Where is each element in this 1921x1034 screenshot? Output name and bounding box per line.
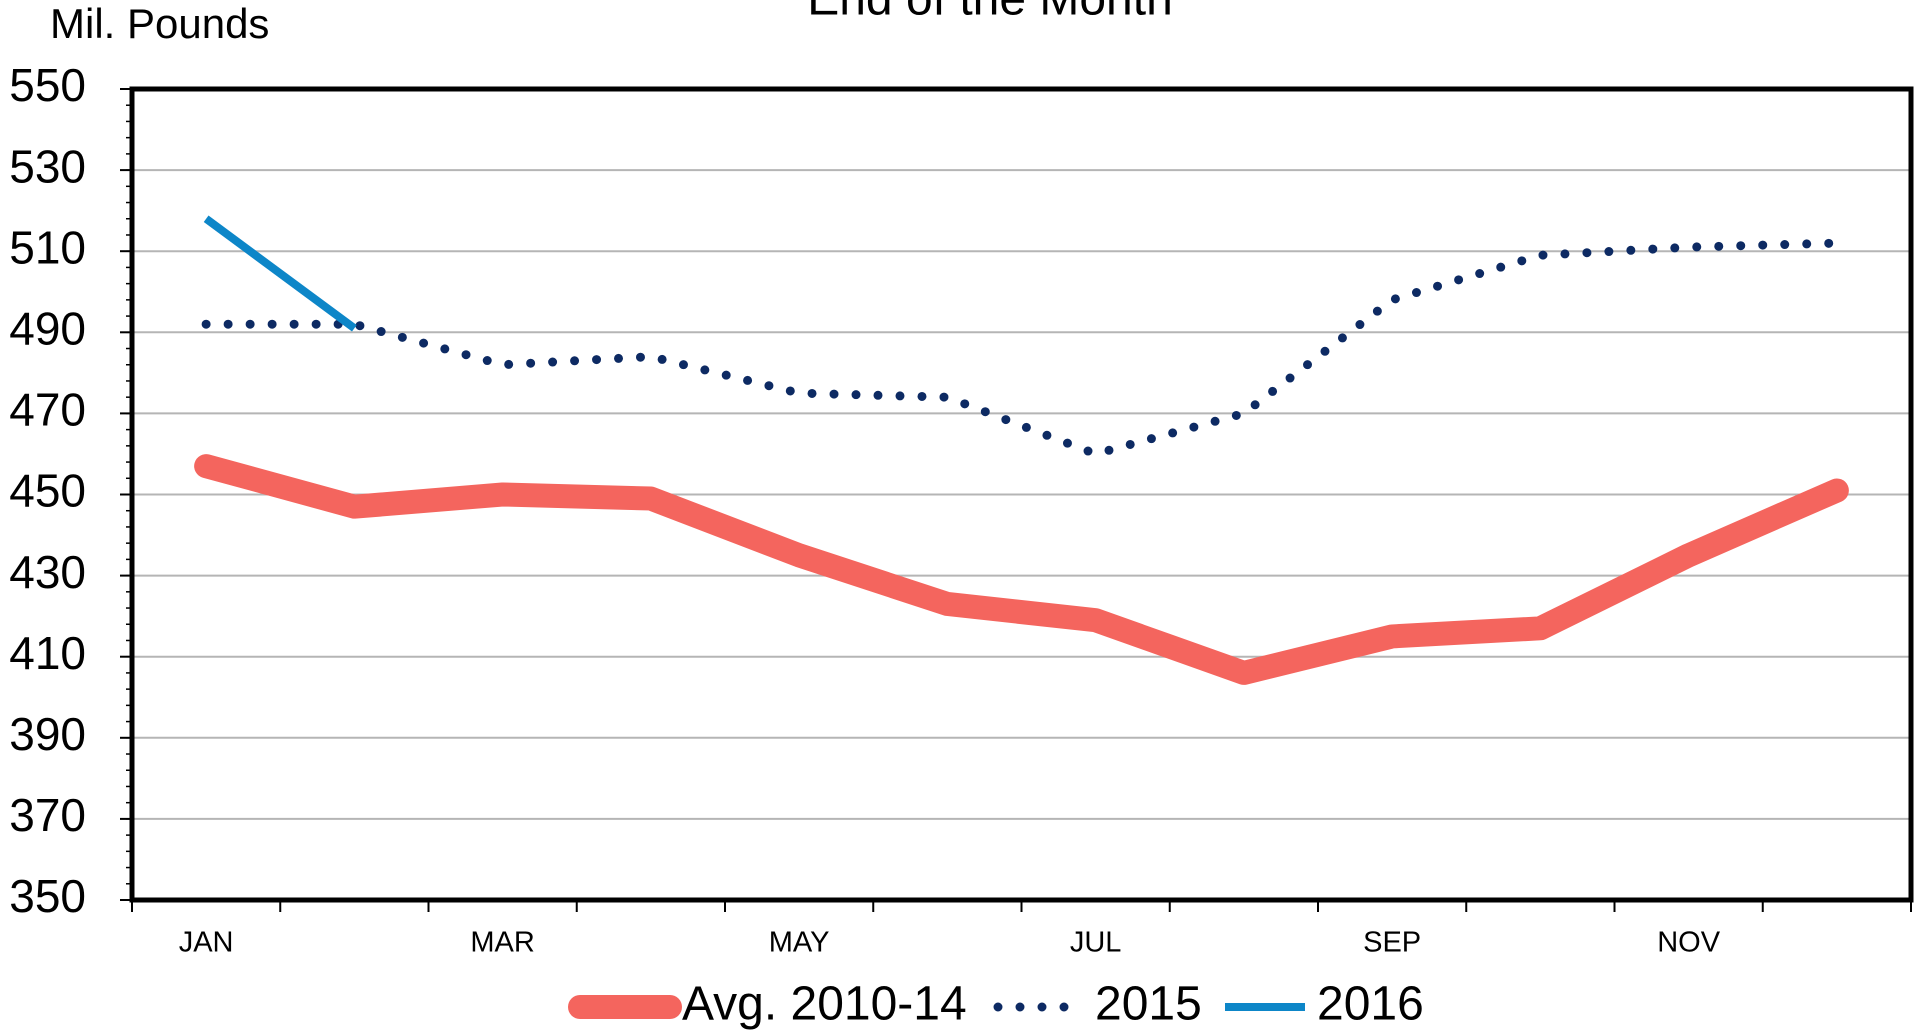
legend-label: 2016	[1317, 978, 1424, 1031]
plot-frame	[129, 86, 1914, 903]
y-tick-label: 430	[9, 546, 86, 598]
series-line	[194, 454, 1849, 685]
y-tick-label: 350	[9, 870, 86, 922]
x-tick-label: MAR	[470, 927, 534, 959]
y-tick-label: 370	[9, 789, 86, 841]
y-tick-label: 550	[9, 59, 86, 111]
x-tick-label: JAN	[179, 927, 234, 959]
y-tick-label: 390	[9, 708, 86, 760]
x-tick-label: JUL	[1070, 927, 1122, 959]
legend-label: Avg. 2010-14	[682, 978, 967, 1031]
y-axis-label: Mil. Pounds	[50, 0, 269, 47]
y-tick-label: 470	[9, 384, 86, 436]
y-tick-label: 450	[9, 465, 86, 517]
chart-title: End of the Month	[807, 0, 1173, 26]
x-tick-label: SEP	[1363, 927, 1421, 959]
series-line	[201, 238, 1842, 459]
legend-label: 2015	[1095, 978, 1202, 1031]
y-tick-label: 490	[9, 302, 86, 354]
y-tick-label: 410	[9, 627, 86, 679]
y-tick-label: 530	[9, 140, 86, 192]
x-tick-label: NOV	[1657, 927, 1721, 959]
series-line	[203, 215, 357, 332]
x-tick-label: MAY	[769, 927, 830, 959]
y-tick-label: 510	[9, 221, 86, 273]
